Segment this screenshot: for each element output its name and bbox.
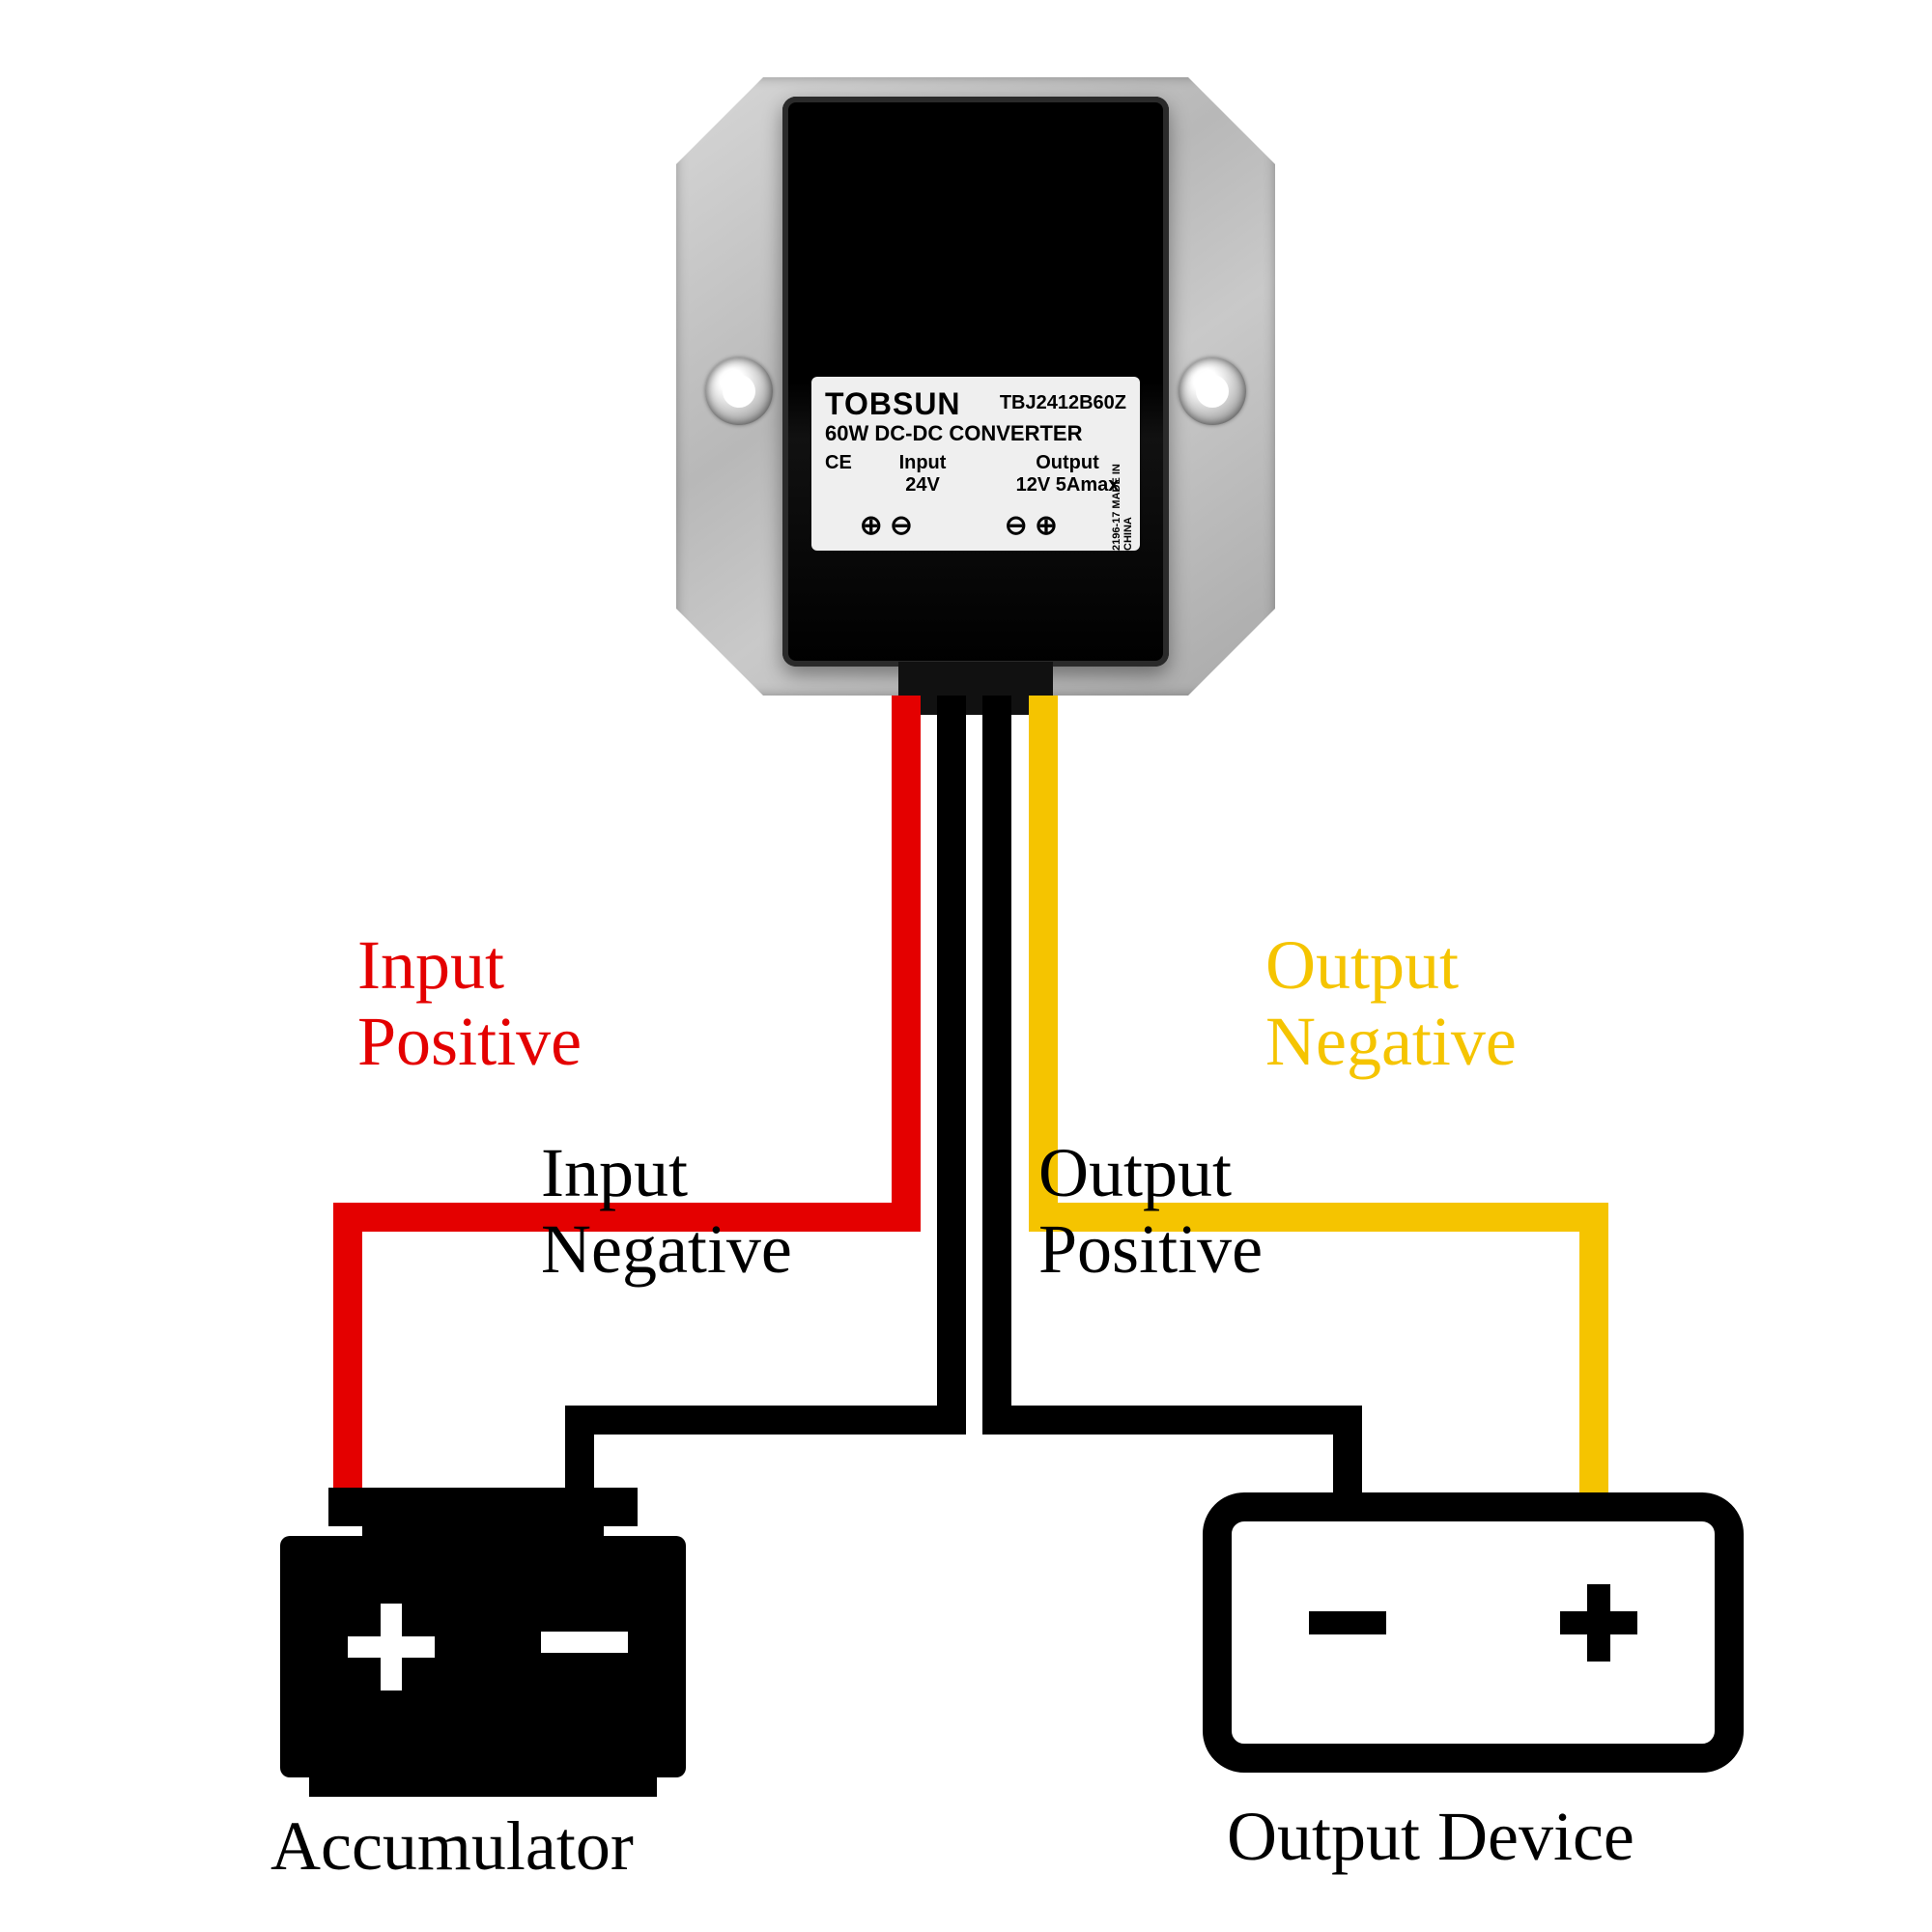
- wire-input-positive: [348, 696, 906, 1492]
- output-device-label: Output Device: [1227, 1797, 1634, 1877]
- accumulator: [280, 1488, 686, 1797]
- output-negative-label: Output Negative: [1265, 927, 1517, 1080]
- wire-output-negative: [1043, 696, 1594, 1502]
- output-positive-label: Output Positive: [1038, 1135, 1263, 1288]
- accumulator-label: Accumulator: [270, 1806, 634, 1887]
- wiring-svg: [0, 0, 1932, 1932]
- input-negative-label: Input Negative: [541, 1135, 792, 1288]
- input-positive-label: Input Positive: [357, 927, 582, 1080]
- output-device: [1217, 1507, 1729, 1758]
